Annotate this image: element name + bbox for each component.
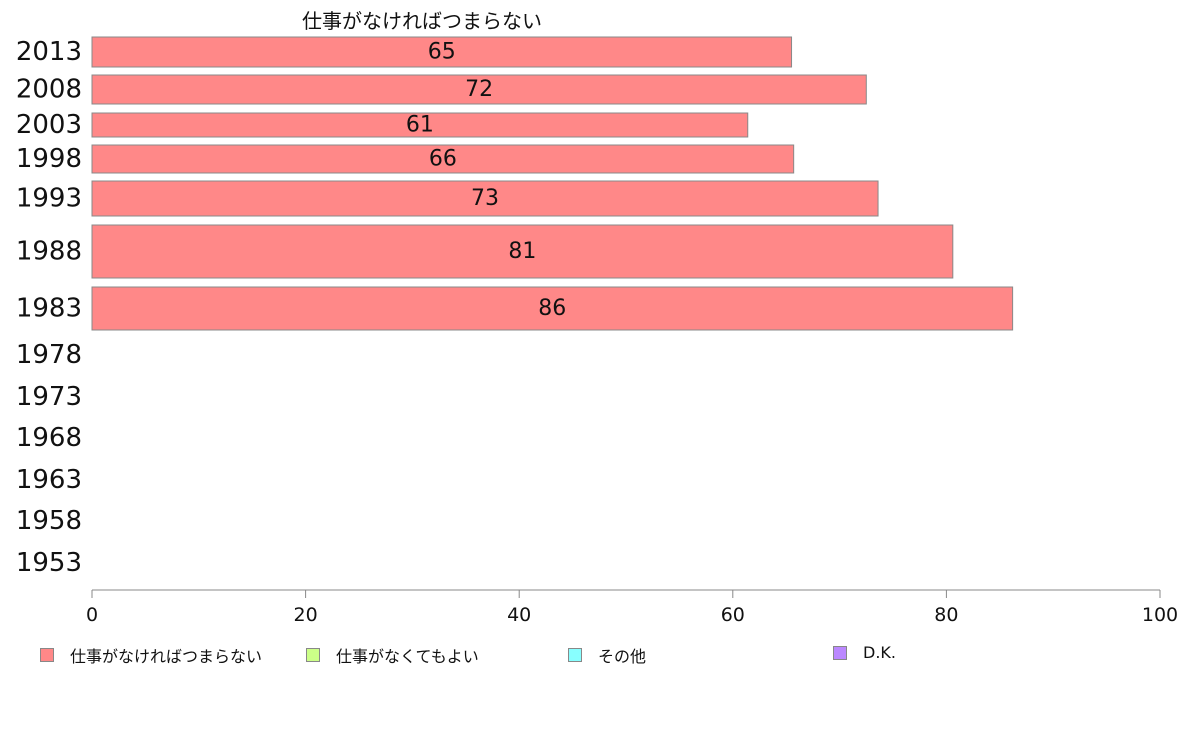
bar xyxy=(91,286,1014,331)
data-label: 81 xyxy=(508,239,536,264)
x-tick-label: 40 xyxy=(507,604,531,626)
bar xyxy=(91,180,879,217)
legend-item-3: その他 xyxy=(568,643,646,667)
x-tick-label: 100 xyxy=(1142,604,1178,626)
legend-label: 仕事がなくてもよい xyxy=(336,647,479,666)
bar xyxy=(91,224,954,279)
data-label: 66 xyxy=(429,147,457,172)
y-tick-label: 1963 xyxy=(16,465,82,495)
legend-swatch xyxy=(40,648,54,662)
bar xyxy=(91,36,793,68)
y-tick-label: 2003 xyxy=(16,110,82,140)
x-tick-label: 60 xyxy=(721,604,745,626)
y-tick-label: 1988 xyxy=(16,237,82,267)
y-tick-label: 2013 xyxy=(16,37,82,67)
bar xyxy=(91,144,795,174)
legend-swatch xyxy=(306,648,320,662)
y-tick-label: 1978 xyxy=(16,340,82,370)
legend-swatch xyxy=(833,645,847,660)
y-tick-label: 1998 xyxy=(16,144,82,174)
legend-label: D.K. xyxy=(863,643,896,662)
legend-item-1: 仕事がなければつまらない xyxy=(40,643,262,667)
x-tick-label: 0 xyxy=(86,604,98,626)
chart-title: 仕事がなければつまらない xyxy=(302,9,542,33)
data-label: 61 xyxy=(406,113,434,138)
bar xyxy=(91,112,749,138)
y-tick-label: 1968 xyxy=(16,423,82,453)
x-tick-label: 20 xyxy=(294,604,318,626)
legend-swatch xyxy=(568,648,582,662)
x-tick-label: 80 xyxy=(934,604,958,626)
y-tick-label: 1958 xyxy=(16,506,82,536)
legend-item-2: 仕事がなくてもよい xyxy=(306,643,479,667)
data-label: 73 xyxy=(471,186,499,211)
bar xyxy=(91,74,867,105)
data-label: 86 xyxy=(538,296,566,321)
y-tick-label: 1953 xyxy=(16,548,82,578)
bar-chart: 2013 65 2008 72 2003 61 1998 66 1993 73 1988 81 1983… xyxy=(16,36,1178,626)
y-tick-label: 1973 xyxy=(16,382,82,412)
legend-label: その他 xyxy=(598,647,647,666)
data-label: 72 xyxy=(465,77,493,102)
y-tick-label: 1993 xyxy=(16,184,82,214)
data-label: 65 xyxy=(428,40,456,65)
legend: 仕事がなければつまらない 仕事がなくてもよい その他 D.K. xyxy=(0,643,1188,667)
legend-item-4: D.K. xyxy=(833,643,896,662)
y-tick-label: 2008 xyxy=(16,75,82,105)
y-tick-label: 1983 xyxy=(16,294,82,324)
legend-label: 仕事がなければつまらない xyxy=(70,647,263,666)
